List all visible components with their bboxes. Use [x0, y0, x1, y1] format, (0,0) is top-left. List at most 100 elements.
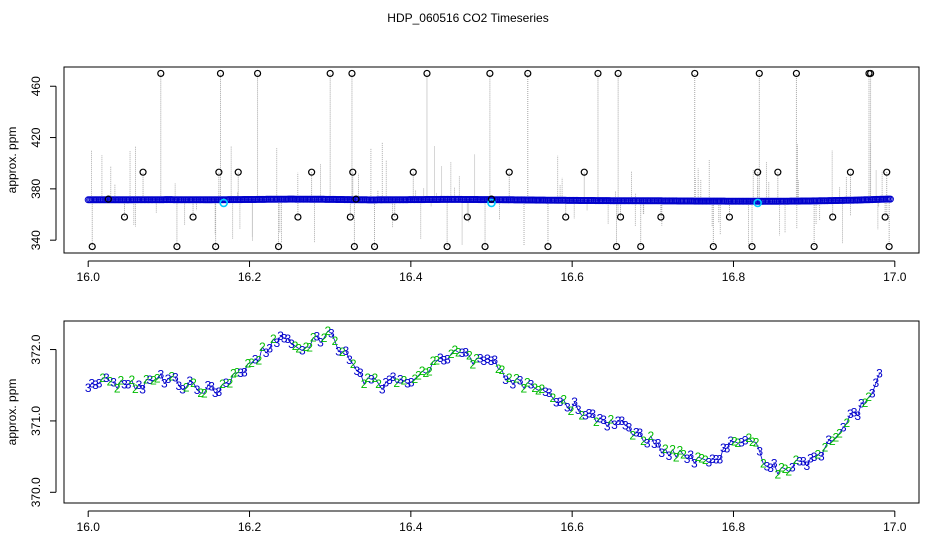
- bottom-connector-line: [203, 385, 209, 394]
- bottom-data-point: 2: [128, 373, 135, 387]
- bottom-data-point: 3: [441, 353, 448, 367]
- bottom-data-point: 2: [473, 351, 480, 365]
- bottom-connector-line: [113, 382, 118, 389]
- bottom-data-point: 3: [764, 460, 771, 474]
- bottom-data-point: 3: [644, 437, 651, 451]
- bottom-connector-line: [864, 396, 869, 404]
- bottom-connector-line: [269, 338, 274, 349]
- bottom-data-point: 2: [303, 340, 310, 354]
- bottom-connector-line: [178, 385, 183, 390]
- bottom-connector-line: [523, 382, 528, 389]
- bottom-data-point: 2: [107, 374, 114, 388]
- bottom-data-point: 3: [658, 446, 665, 460]
- bottom-connector-lines: [87, 330, 880, 475]
- bottom-connector-line: [156, 374, 162, 379]
- bottom-connector-line: [327, 330, 332, 334]
- top-outlier-point: [486, 69, 494, 78]
- bottom-data-point: 3: [368, 372, 375, 386]
- top-outlier-point: [349, 168, 357, 176]
- bottom-connector-line: [211, 386, 216, 394]
- bottom-x-tick-label: 17.0: [883, 520, 907, 534]
- bottom-data-point: 2: [778, 460, 785, 474]
- bottom-connector-line: [378, 383, 383, 390]
- bottom-connector-line: [755, 442, 761, 452]
- bottom-connector-line: [734, 441, 739, 444]
- bottom-data-point: 2: [143, 372, 150, 386]
- bottom-connector-line: [567, 407, 572, 412]
- bottom-data-point: 3: [626, 420, 633, 434]
- bottom-data-point: 2: [375, 377, 382, 391]
- bottom-data-point: 2: [793, 453, 800, 467]
- top-outlier-point: [274, 242, 283, 251]
- bottom-data-point: 2: [433, 354, 440, 368]
- bottom-data-point: 3: [346, 353, 353, 367]
- top-outlier-point: [253, 69, 262, 78]
- top-outlier-point: [216, 69, 225, 78]
- bottom-data-point: 2: [647, 429, 654, 443]
- bottom-data-point: 2: [321, 331, 328, 345]
- bottom-data-point: 2: [310, 331, 317, 345]
- bottom-data-point: 3: [854, 409, 861, 423]
- bottom-data-point: 2: [364, 371, 371, 385]
- bottom-connector-line: [447, 353, 452, 360]
- bottom-connector-line: [705, 459, 710, 464]
- top-outlier-point: [443, 242, 451, 251]
- bottom-connector-line: [167, 375, 172, 380]
- bottom-connector-line: [182, 387, 187, 391]
- bottom-data-point: 2: [401, 374, 408, 388]
- bottom-connector-line: [646, 435, 652, 444]
- bottom-x-tick-label: 16.8: [722, 520, 746, 534]
- chart-title: HDP_060516 CO2 Timeseries: [387, 11, 548, 25]
- top-outlier-point: [308, 168, 316, 176]
- bottom-data-point: 2: [419, 364, 426, 378]
- bottom-data-point: 2: [702, 453, 709, 467]
- bottom-data-point: 2: [640, 434, 647, 448]
- bottom-data-point: 3: [252, 353, 259, 367]
- top-outlier-point: [215, 168, 223, 176]
- bottom-connector-line: [251, 359, 256, 364]
- bottom-connector-line: [98, 377, 104, 384]
- bottom-data-point: 3: [408, 375, 415, 389]
- bottom-data-point: 3: [575, 403, 582, 417]
- bottom-data-point: 2: [629, 428, 636, 442]
- bottom-connector-line: [255, 359, 259, 361]
- bottom-connector-line: [683, 454, 688, 460]
- bottom-data-point: 3: [477, 351, 484, 365]
- top-data-points: [84, 69, 894, 251]
- bottom-connector-line: [875, 373, 880, 384]
- bottom-data-point: 2: [578, 408, 585, 422]
- bottom-data-point: 3: [317, 335, 324, 349]
- bottom-connector-line: [501, 369, 506, 381]
- bottom-data-point: 3: [437, 351, 444, 365]
- bottom-data-point: 3: [263, 346, 270, 360]
- bottom-data-point: 2: [248, 356, 255, 370]
- bottom-connector-line: [792, 460, 797, 468]
- bottom-connector-line: [668, 449, 673, 457]
- bottom-connector-line: [592, 414, 597, 423]
- top-outlier-point: [616, 213, 625, 221]
- bottom-connector-line: [621, 420, 626, 426]
- bottom-connector-line: [196, 389, 201, 394]
- bottom-connector-line: [821, 447, 826, 457]
- bottom-data-point: 3: [666, 449, 673, 463]
- top-outlier-point: [487, 195, 496, 203]
- top-outlier-point: [748, 242, 756, 251]
- bottom-data-point: 3: [738, 436, 745, 450]
- bottom-connector-line: [505, 377, 510, 381]
- bottom-connector-line: [664, 448, 670, 457]
- bottom-data-point: 2: [531, 381, 538, 395]
- bottom-connector-line: [342, 350, 347, 353]
- bottom-data-point: 3: [491, 353, 498, 367]
- bottom-connector-line: [229, 373, 234, 384]
- bottom-connector-line: [142, 379, 147, 390]
- bottom-data-point: 2: [836, 426, 843, 440]
- bottom-connector-line: [185, 380, 191, 388]
- bottom-data-point: 3: [165, 372, 172, 386]
- bottom-connector-line: [272, 338, 278, 344]
- bottom-data-point: 3: [713, 453, 720, 467]
- bottom-connector-line: [164, 378, 169, 384]
- bottom-data-point: 2: [698, 451, 705, 465]
- bottom-connector-line: [690, 454, 695, 464]
- bottom-data-point: 2: [680, 448, 687, 462]
